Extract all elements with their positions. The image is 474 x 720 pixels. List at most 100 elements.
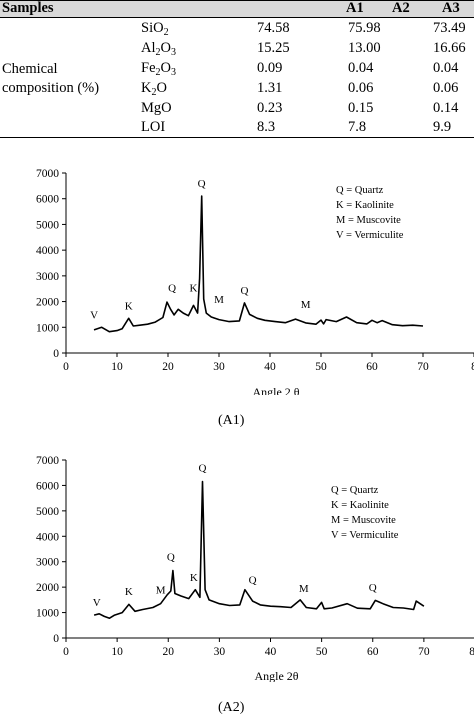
- y-tick-label: 3000: [36, 271, 59, 283]
- y-tick-label: 6000: [36, 194, 59, 206]
- row-label-k2o: K2O: [141, 80, 167, 98]
- x-tick-label: 50: [315, 361, 327, 373]
- x-tick-label: 60: [367, 646, 379, 658]
- y-tick-label: 4000: [36, 245, 59, 257]
- xrd-figure-a1: 0 1000 2000 3000 4000 5000 6000 7000 0 10 20 30 40 50…: [0, 165, 474, 435]
- cell-fe2o3-a1: 0.09: [257, 60, 283, 76]
- table-header-a2: A2: [392, 0, 410, 16]
- x-tick-label: 10: [111, 361, 123, 373]
- table-header-a1: A1: [346, 0, 364, 16]
- x-tick-label: 0: [63, 361, 69, 373]
- peak-annotation: K: [190, 282, 198, 294]
- table-header-band: [0, 0, 474, 17]
- x-tick-label: 10: [111, 646, 123, 658]
- y-tick-label: 4000: [36, 531, 59, 543]
- cell-loi-a3: 9.9: [433, 119, 452, 135]
- cell-k2o-a3: 0.06: [433, 80, 459, 96]
- peak-annotation: M: [299, 583, 309, 595]
- cell-al2o3-a1: 15.25: [257, 40, 290, 56]
- y-tick-label: 0: [53, 348, 59, 360]
- legend-entry: V = Vermiculite: [336, 230, 404, 241]
- legend-entry: V = Vermiculite: [331, 530, 399, 541]
- x-tick-label: 70: [418, 646, 430, 658]
- cell-al2o3-a2: 13.00: [348, 40, 381, 56]
- table-header-a3: A3: [442, 0, 460, 16]
- y-tick-label: 2000: [36, 582, 59, 594]
- x-tick-label: 40: [265, 646, 277, 658]
- xrd-chart-a2: 0 1000 2000 3000 4000 5000 6000 7000 0 10 20 30 40 50…: [36, 455, 474, 682]
- peak-annotation: Q: [168, 282, 176, 294]
- y-tick-label: 6000: [36, 480, 59, 492]
- x-axis-label: Angle 2 θ: [252, 385, 299, 395]
- row-label-mgo: MgO: [141, 100, 172, 116]
- legend-entry: M = Muscovite: [331, 515, 396, 526]
- row-group-label-line1: Chemical: [2, 61, 58, 77]
- x-tick-label: 20: [162, 361, 174, 373]
- xrd-chart-a1: 0 1000 2000 3000 4000 5000 6000 7000 0 10 20 30 40 50…: [36, 168, 474, 395]
- peak-annotation: K: [125, 586, 133, 598]
- figure-caption-a2: (A2): [218, 700, 245, 715]
- peak-annotation: Q: [167, 551, 175, 563]
- cell-al2o3-a3: 16.66: [433, 40, 466, 56]
- table-header-samples: Samples: [2, 0, 54, 16]
- x-axis-label: Angle 2θ: [254, 669, 298, 682]
- legend-entry: M = Muscovite: [336, 215, 401, 226]
- diffraction-pattern-line: [93, 480, 425, 619]
- y-tick-label: 5000: [36, 506, 59, 518]
- y-tick-label: 1000: [36, 608, 59, 620]
- cell-mgo-a2: 0.15: [348, 100, 374, 116]
- row-label-fe2o3: Fe2O3: [141, 60, 176, 78]
- composition-table: Samples A1 A2 A3 Chemical composition (%…: [0, 0, 474, 138]
- x-tick-label: 0: [63, 646, 69, 658]
- legend-entry: Q = Quartz: [336, 185, 384, 196]
- peak-annotation: V: [93, 597, 101, 609]
- table-bottom-rule: [0, 137, 474, 138]
- x-tick-label: 70: [417, 361, 429, 373]
- x-tick-label: 60: [366, 361, 378, 373]
- x-tick-label: 80: [469, 646, 474, 658]
- peak-annotation: K: [190, 572, 198, 584]
- cell-k2o-a1: 1.31: [257, 80, 283, 96]
- peak-annotation: Q: [369, 582, 377, 594]
- y-tick-label: 3000: [36, 557, 59, 569]
- peak-annotation: M: [156, 585, 166, 597]
- peak-annotation: Q: [249, 574, 257, 586]
- y-tick-label: 5000: [36, 219, 59, 231]
- cell-sio2-a3: 73.49: [433, 20, 466, 36]
- y-tick-label: 2000: [36, 297, 59, 309]
- table-top-rule: [0, 0, 474, 1]
- y-tick-label: 7000: [36, 455, 59, 467]
- cell-mgo-a1: 0.23: [257, 100, 283, 116]
- cell-loi-a1: 8.3: [257, 119, 276, 135]
- peak-annotation: K: [125, 300, 133, 312]
- row-group-label-line2: composition (%): [2, 80, 100, 96]
- xrd-figure-a2: 0 1000 2000 3000 4000 5000 6000 7000 0 10 20 30 40 50…: [0, 450, 474, 720]
- row-label-loi: LOI: [141, 119, 166, 135]
- peak-annotation: Q: [198, 178, 206, 190]
- row-label-sio2: SiO2: [141, 20, 169, 38]
- figure-caption-a1: (A1): [218, 413, 245, 428]
- peak-annotation: M: [301, 299, 311, 311]
- row-label-al2o3: Al2O3: [141, 40, 176, 58]
- peak-annotation: V: [90, 309, 98, 321]
- table-header-rule: [0, 17, 474, 18]
- peak-annotation: Q: [199, 462, 207, 474]
- cell-sio2-a1: 74.58: [257, 20, 290, 36]
- legend-entry: Q = Quartz: [331, 485, 379, 496]
- cell-k2o-a2: 0.06: [348, 80, 374, 96]
- x-tick-label: 30: [214, 646, 226, 658]
- legend-entry: K = Kaolinite: [336, 200, 394, 211]
- x-tick-label: 50: [316, 646, 328, 658]
- cell-loi-a2: 7.8: [348, 119, 367, 135]
- peak-annotation: M: [214, 294, 224, 306]
- legend-entry: K = Kaolinite: [331, 500, 389, 511]
- x-tick-label: 20: [163, 646, 175, 658]
- y-tick-label: 7000: [36, 168, 59, 180]
- y-tick-label: 0: [53, 633, 59, 645]
- cell-fe2o3-a3: 0.04: [433, 60, 459, 76]
- y-tick-label: 1000: [36, 322, 59, 334]
- cell-sio2-a2: 75.98: [348, 20, 381, 36]
- cell-mgo-a3: 0.14: [433, 100, 459, 116]
- diffraction-pattern-line: [93, 195, 424, 333]
- cell-fe2o3-a2: 0.04: [348, 60, 374, 76]
